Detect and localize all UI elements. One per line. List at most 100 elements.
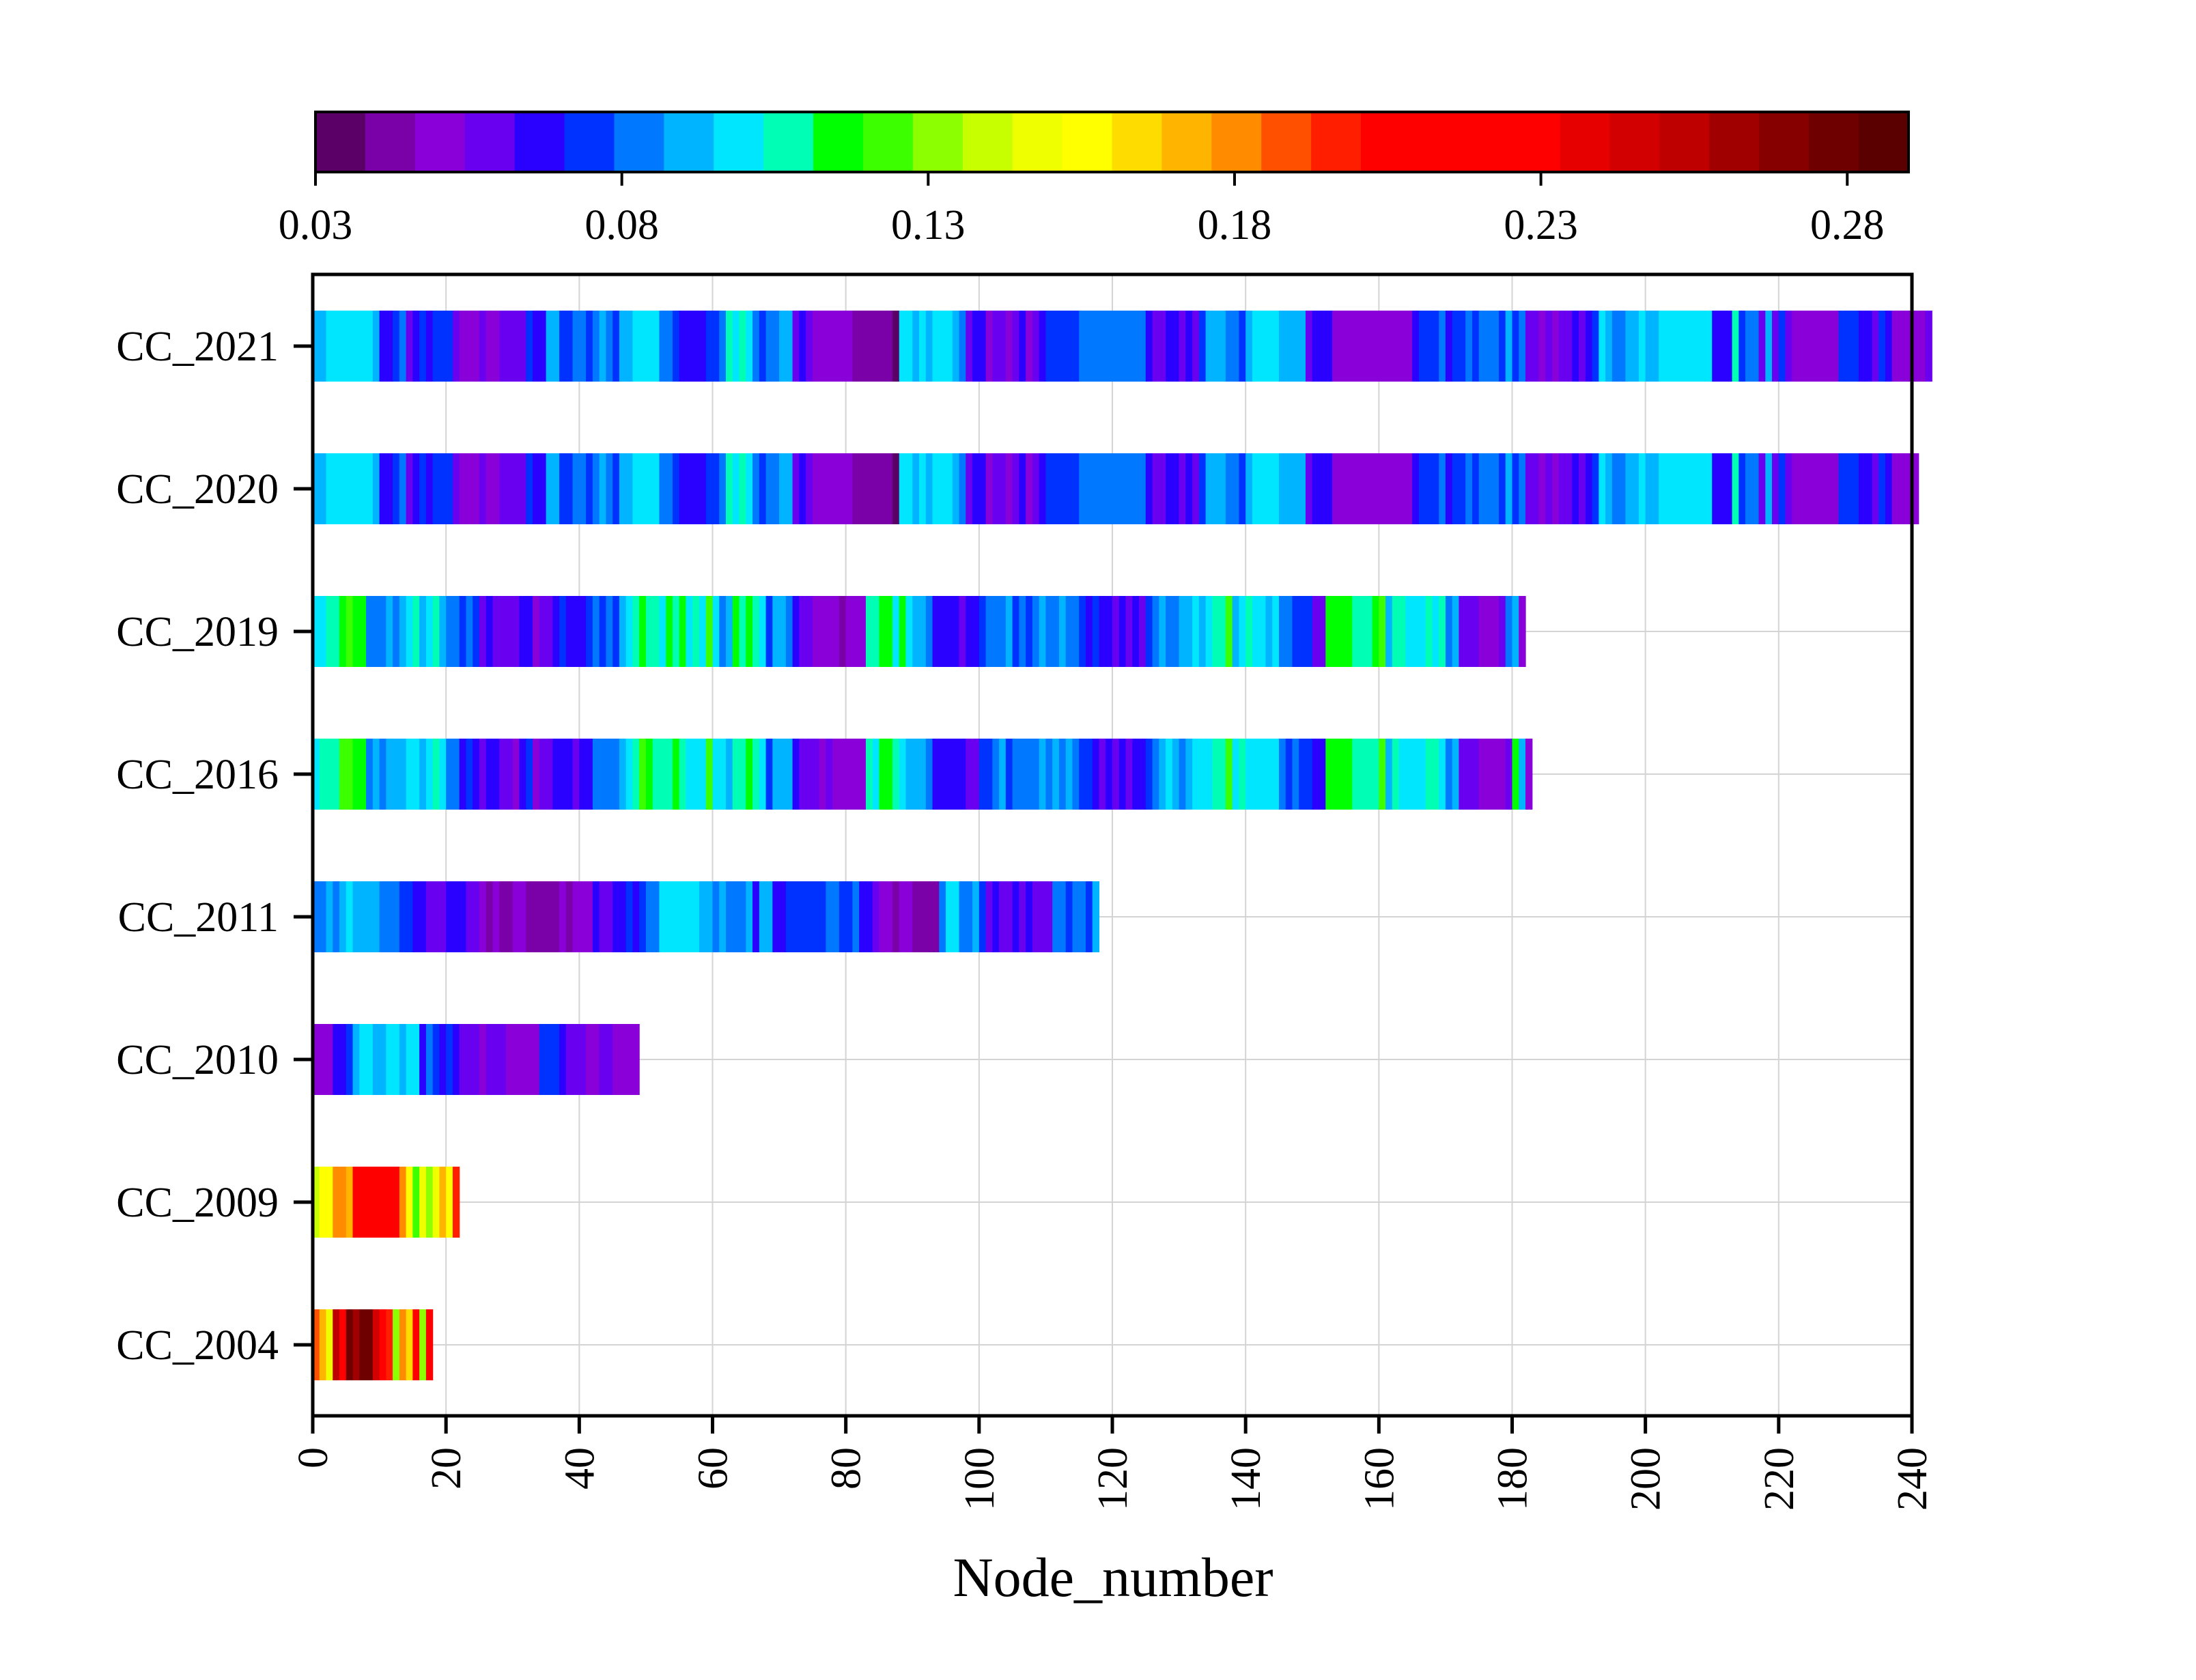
- heatmap-cell: [313, 1309, 320, 1380]
- heatmap-cell: [1258, 453, 1267, 524]
- heatmap-cell: [1418, 453, 1426, 524]
- heatmap-cell: [313, 1167, 320, 1238]
- heatmap-cell: [1272, 453, 1280, 524]
- colorbar-swatch: [1759, 112, 1810, 172]
- colorbar-swatch: [464, 112, 516, 172]
- heatmap-cell: [1705, 311, 1713, 382]
- heatmap-cell: [925, 881, 933, 952]
- heatmap-row: [313, 596, 1526, 667]
- heatmap-cell: [552, 739, 560, 810]
- heatmap-cell: [1831, 453, 1840, 524]
- heatmap-cell: [1505, 596, 1513, 667]
- heatmap-cell: [1538, 453, 1546, 524]
- heatmap-cell: [686, 453, 693, 524]
- heatmap-cell: [1039, 881, 1047, 952]
- heatmap-cell: [726, 311, 733, 382]
- heatmap-cell: [872, 739, 880, 810]
- heatmap-cell: [1372, 739, 1379, 810]
- heatmap-cell: [313, 881, 320, 952]
- heatmap-cell: [313, 1024, 320, 1095]
- heatmap-cell: [1332, 739, 1340, 810]
- heatmap-cell: [1305, 453, 1313, 524]
- heatmap-cell: [485, 1024, 494, 1095]
- heatmap-cell: [692, 596, 700, 667]
- heatmap-cell: [313, 311, 320, 382]
- heatmap-cell: [1045, 739, 1053, 810]
- heatmap-cell: [952, 881, 960, 952]
- x-tick-label: 220: [1756, 1447, 1803, 1511]
- heatmap-cell: [1039, 596, 1047, 667]
- heatmap-cell: [546, 311, 553, 382]
- heatmap-cell: [1099, 739, 1106, 810]
- heatmap-cell: [1198, 453, 1207, 524]
- heatmap-cell: [1512, 596, 1519, 667]
- heatmap-cell: [1818, 311, 1826, 382]
- heatmap-cell: [399, 881, 407, 952]
- heatmap-cell: [1192, 453, 1200, 524]
- heatmap-cell: [1778, 311, 1786, 382]
- heatmap-cell: [1392, 453, 1400, 524]
- heatmap-cell: [1245, 596, 1253, 667]
- heatmap-cell: [479, 596, 487, 667]
- heatmap-cell: [812, 881, 820, 952]
- heatmap-cell: [1912, 453, 1919, 524]
- heatmap-cell: [1065, 453, 1073, 524]
- heatmap-cell: [1678, 311, 1686, 382]
- heatmap-cell: [1012, 881, 1019, 952]
- heatmap-cell: [579, 739, 587, 810]
- heatmap-cell: [1045, 881, 1053, 952]
- heatmap-cell: [539, 1024, 547, 1095]
- heatmap-cell: [333, 311, 340, 382]
- heatmap-cell: [632, 596, 640, 667]
- heatmap-cell: [565, 453, 574, 524]
- heatmap-cell: [366, 1309, 374, 1380]
- heatmap-cell: [1618, 453, 1626, 524]
- heatmap-cell: [466, 1024, 473, 1095]
- heatmap-cell: [1072, 881, 1080, 952]
- heatmap-cell: [1179, 453, 1186, 524]
- heatmap-cell: [1159, 596, 1166, 667]
- heatmap-cell: [739, 311, 746, 382]
- heatmap-cell: [1045, 596, 1053, 667]
- heatmap-cell: [399, 739, 407, 810]
- heatmap-cell: [659, 739, 666, 810]
- heatmap-cell: [1632, 453, 1639, 524]
- heatmap-cell: [592, 739, 600, 810]
- heatmap-cell: [1272, 311, 1280, 382]
- heatmap-cell: [366, 1024, 374, 1095]
- heatmap-cell: [919, 311, 927, 382]
- heatmap-cell: [1425, 596, 1433, 667]
- heatmap-cell: [892, 453, 900, 524]
- heatmap-cell: [459, 453, 467, 524]
- heatmap-cell: [826, 453, 833, 524]
- heatmap-cell: [372, 739, 380, 810]
- heatmap-cell: [1112, 311, 1120, 382]
- heatmap-cell: [652, 453, 660, 524]
- heatmap-cell: [939, 881, 946, 952]
- heatmap-cell: [1805, 453, 1813, 524]
- heatmap-cell: [692, 739, 700, 810]
- heatmap-cell: [1465, 311, 1473, 382]
- heatmap-cell: [1325, 311, 1333, 382]
- heatmap-cell: [699, 453, 707, 524]
- heatmap-cell: [519, 453, 526, 524]
- heatmap-cell: [1465, 453, 1473, 524]
- x-tick-label: 240: [1889, 1447, 1936, 1511]
- heatmap-cell: [559, 311, 567, 382]
- heatmap-cell: [439, 596, 447, 667]
- heatmap-cell: [1125, 453, 1133, 524]
- heatmap-cell: [1005, 311, 1013, 382]
- heatmap-cell: [1705, 453, 1713, 524]
- heatmap-cell: [366, 739, 374, 810]
- heatmap-cell: [313, 453, 320, 524]
- heatmap-cell: [732, 739, 740, 810]
- heatmap-cell: [865, 453, 873, 524]
- heatmap-cell: [599, 739, 606, 810]
- x-tick-label: 160: [1356, 1447, 1403, 1511]
- heatmap-cell: [1485, 596, 1493, 667]
- heatmap-cell: [1698, 453, 1706, 524]
- heatmap-cell: [992, 453, 1000, 524]
- heatmap-cell: [979, 881, 987, 952]
- heatmap-cell: [1012, 453, 1019, 524]
- heatmap-cell: [1332, 596, 1340, 667]
